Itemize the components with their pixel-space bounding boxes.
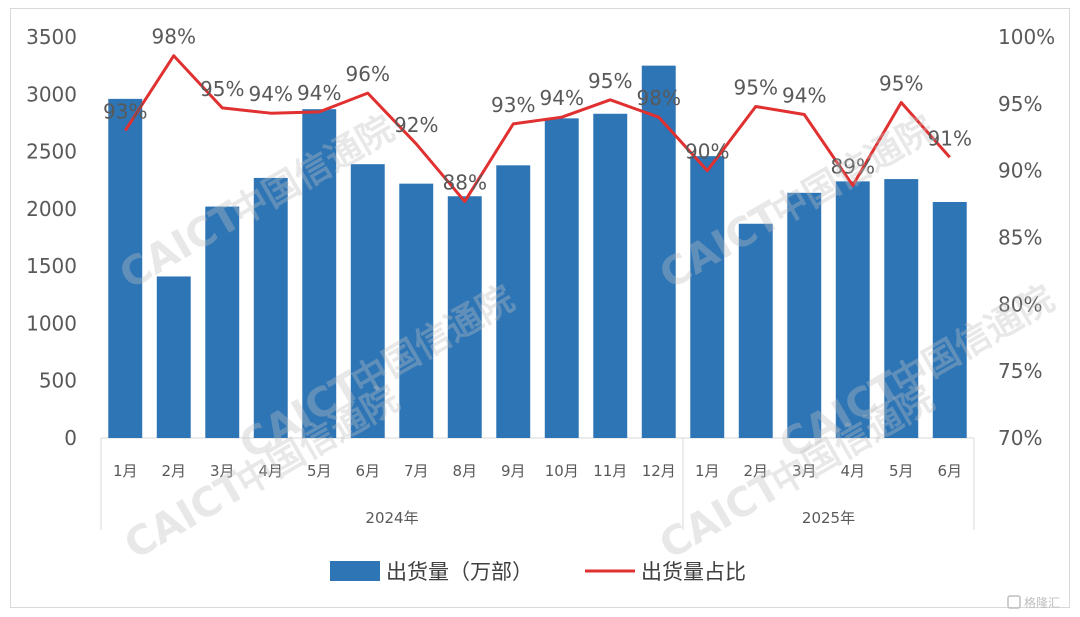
bar (496, 165, 531, 438)
data-label: 93% (491, 93, 535, 117)
data-label: 91% (928, 126, 972, 150)
bar (205, 206, 240, 438)
x-axis: 1月 2月 3月 4月 5月 6月 7月 8月 9月 10月 11月 12月 1月 2月 3月 4月 5月 6月 2… (100, 438, 975, 530)
y-left-tick: 1000 (26, 311, 77, 335)
x-tick-label: 4月 (840, 462, 865, 480)
corner-logo: 格隆汇 (1007, 595, 1060, 610)
corner-logo-icon (1007, 595, 1021, 609)
x-tick-label: 3月 (792, 462, 817, 480)
bar (302, 109, 337, 439)
bar-series (108, 65, 967, 439)
data-label: 94% (540, 86, 584, 110)
group-label: 2025年 (802, 509, 855, 527)
x-tick-label: 10月 (545, 462, 579, 480)
bar (738, 223, 773, 438)
data-label: 95% (734, 76, 778, 100)
x-tick-label: 5月 (307, 462, 332, 480)
data-label: 98% (152, 25, 196, 49)
bar (544, 118, 579, 439)
x-tick-label: 3月 (210, 462, 235, 480)
right-axis-ticks: 70% 75% 80% 85% 90% 95% 100% (998, 25, 1055, 450)
y-left-tick: 2500 (26, 140, 77, 164)
data-label: 95% (588, 69, 632, 93)
x-tick-label: 2月 (743, 462, 768, 480)
bar (156, 276, 191, 438)
bar (787, 192, 822, 438)
data-labels: 93%98%95% 94% 94%96%92%88%93% 94%95%98%90%9… (103, 25, 972, 195)
x-tick-label: 2月 (161, 462, 186, 480)
chart-frame (10, 8, 1070, 608)
x-tick-label: 9月 (501, 462, 526, 480)
data-label: 95% (200, 77, 244, 101)
bar (835, 181, 870, 439)
legend-label-line: 出货量占比 (641, 560, 746, 584)
y-left-tick: 2000 (26, 197, 77, 221)
data-label: 94% (782, 84, 826, 108)
data-label: 96% (346, 62, 390, 86)
data-label: 89% (831, 154, 875, 178)
x-tick-label: 8月 (452, 462, 477, 480)
y-right-tick: 70% (998, 426, 1042, 450)
x-tick-label: 5月 (889, 462, 914, 480)
bar (108, 98, 143, 439)
bar (447, 196, 482, 438)
y-right-tick: 90% (998, 159, 1042, 183)
y-left-tick: 1500 (26, 254, 77, 278)
x-tick-label: 1月 (113, 462, 138, 480)
left-axis-ticks: 0 500 1000 1500 2000 2500 3000 3500 (26, 25, 77, 450)
bar (932, 201, 967, 438)
y-left-tick: 3500 (26, 25, 77, 49)
bar (690, 156, 725, 438)
group-label: 2024年 (365, 509, 418, 527)
y-right-tick: 95% (998, 92, 1042, 116)
x-tick-label: 1月 (695, 462, 720, 480)
data-label: 88% (443, 170, 487, 194)
x-tick-label: 11月 (593, 462, 627, 480)
y-right-tick: 100% (998, 25, 1055, 49)
y-right-tick: 85% (998, 226, 1042, 250)
x-tick-label: 12月 (642, 462, 676, 480)
x-tick-label: 6月 (355, 462, 380, 480)
bar (884, 179, 919, 438)
bar (399, 183, 434, 438)
data-label: 94% (249, 82, 293, 106)
legend: 出货量（万部） 出货量占比 (330, 560, 746, 584)
data-label: 90% (685, 140, 729, 164)
legend-swatch-bar (330, 561, 380, 581)
y-right-tick: 75% (998, 359, 1042, 383)
line-path (123, 54, 951, 203)
bar (253, 177, 288, 438)
x-tick-label: 7月 (404, 462, 429, 480)
data-label: 95% (879, 71, 923, 95)
x-tick-label: 4月 (258, 462, 283, 480)
data-label: 92% (394, 113, 438, 137)
bar (593, 113, 628, 439)
bar (350, 164, 385, 438)
data-label: 93% (103, 100, 147, 124)
legend-label-bar: 出货量（万部） (386, 560, 533, 584)
y-right-tick: 80% (998, 292, 1042, 316)
corner-logo-text: 格隆汇 (1024, 595, 1060, 610)
y-left-tick: 3000 (26, 82, 77, 106)
y-left-tick: 500 (39, 369, 77, 393)
data-label: 94% (297, 81, 341, 105)
data-label: 98% (637, 86, 681, 110)
x-tick-label: 6月 (937, 462, 962, 480)
y-left-tick: 0 (64, 426, 77, 450)
line-series (123, 54, 951, 203)
